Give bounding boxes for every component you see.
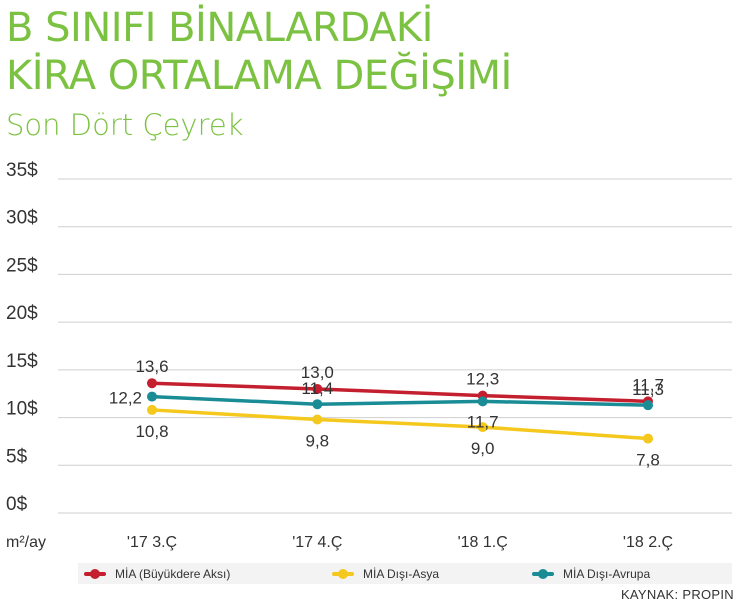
- y-tick-label: 5$: [6, 446, 28, 467]
- chart-legend: MİA (Büyükdere Aksı) MİA Dışı-Asya MİA D…: [78, 563, 732, 584]
- data-label: 9,8: [306, 431, 330, 450]
- data-label: 11,7: [632, 375, 664, 394]
- data-label: 13,0: [301, 363, 334, 382]
- legend-label-mia-disi-avrupa: MİA Dışı-Avrupa: [563, 566, 651, 581]
- chart-title-line-1: B SINIFI BİNALARDAKİ: [6, 5, 433, 51]
- y-tick-label: 35$: [6, 160, 38, 181]
- data-label: 11,7: [467, 412, 499, 431]
- y-tick-label: 10$: [6, 399, 38, 420]
- y-axis-label: m²/ay: [6, 534, 46, 551]
- legend-swatch-red: [84, 568, 106, 579]
- y-tick-label: 25$: [6, 255, 38, 276]
- y-tick-label: 15$: [6, 351, 38, 372]
- data-point: [312, 383, 323, 394]
- chart-title: B SINIFI BİNALARDAKİ KİRA ORTALAMA DEĞİŞ…: [6, 4, 512, 100]
- data-point: [477, 422, 488, 433]
- data-label: 13,6: [135, 357, 168, 376]
- y-tick-label: 20$: [6, 303, 38, 324]
- x-tick-label: '17 3.Ç: [127, 534, 177, 551]
- data-point: [643, 433, 653, 444]
- data-label: 12,2: [109, 389, 142, 408]
- series-line: [150, 381, 650, 404]
- y-tick-label: 0$: [6, 494, 28, 515]
- data-point: [312, 414, 323, 425]
- legend-label-mia-buyukdere: MİA (Büyükdere Aksı): [115, 566, 231, 581]
- data-label: 10,8: [135, 422, 168, 441]
- data-label: 11,4: [301, 379, 333, 398]
- chart-title-line-2: KİRA ORTALAMA DEĞİŞİMİ: [6, 53, 512, 99]
- data-point: [147, 378, 157, 389]
- legend-swatch-teal: [532, 568, 554, 579]
- legend-label-mia-disi-asya: MİA Dışı-Asya: [363, 566, 440, 581]
- legend-item-mia-disi-asya: MİA Dışı-Asya: [332, 563, 439, 584]
- data-label: 12,3: [466, 370, 499, 389]
- x-tick-label: '18 2.Ç: [623, 534, 673, 551]
- series-line: [150, 394, 650, 407]
- source-note: KAYNAK: PROPIN: [620, 587, 734, 602]
- legend-swatch-yellow: [332, 568, 354, 579]
- data-point: [643, 400, 653, 411]
- y-tick-label: 30$: [6, 208, 38, 229]
- legend-item-mia-buyukdere: MİA (Büyükdere Aksı): [84, 563, 230, 584]
- x-tick-label: '18 1.Ç: [458, 534, 508, 551]
- data-point: [147, 404, 157, 415]
- data-point: [477, 396, 488, 407]
- x-tick-label: '17 4.Ç: [292, 534, 342, 551]
- series-line: [150, 408, 650, 441]
- data-point: [312, 399, 323, 410]
- data-label: 9,0: [471, 439, 495, 458]
- data-label: 7,8: [636, 451, 660, 470]
- chart-subtitle: Son Dört Çeyrek: [6, 108, 244, 142]
- data-label: 11,3: [632, 380, 664, 399]
- legend-item-mia-disi-avrupa: MİA Dışı-Avrupa: [532, 563, 650, 584]
- data-point: [147, 391, 157, 402]
